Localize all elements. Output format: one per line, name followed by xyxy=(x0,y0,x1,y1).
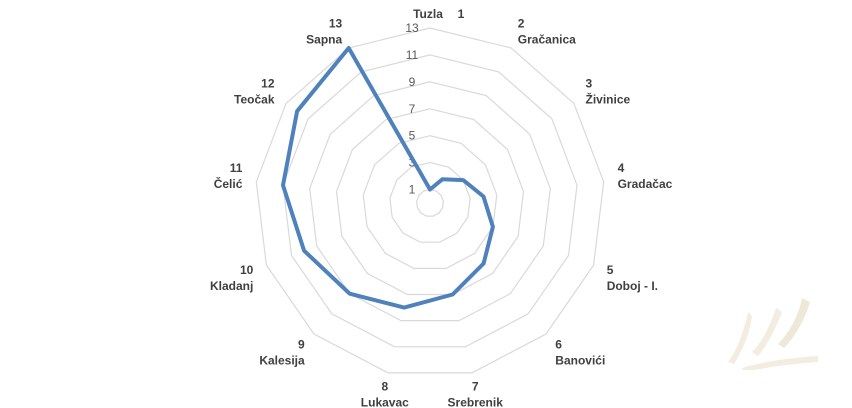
category-name: Teočak xyxy=(234,93,275,107)
category-name: Kalesija xyxy=(259,354,305,368)
category-name: Tuzla xyxy=(413,7,443,21)
category-label: 12 Teočak xyxy=(234,77,275,107)
category-label: 2 Gračanica xyxy=(518,17,576,47)
category-label: 5 Doboj - I. xyxy=(607,263,658,293)
grid-ring-2 xyxy=(389,161,471,243)
grid-ring-5 xyxy=(309,81,551,322)
category-label: Tuzla 1 xyxy=(413,7,465,21)
category-number: 1 xyxy=(458,7,465,21)
tick-label: 9 xyxy=(409,75,416,89)
category-number: 13 xyxy=(329,17,343,31)
tick-label: 3 xyxy=(409,156,416,170)
category-label: 8 Lukavac xyxy=(361,380,409,408)
category-number: 4 xyxy=(618,161,625,175)
category-name: Lukavac xyxy=(361,396,409,408)
tick-label: 13 xyxy=(405,21,419,35)
category-name: Gradačac xyxy=(618,177,673,191)
category-labels: Tuzla 12Gračanica3Živinice4Gradačac5Doboj… xyxy=(210,7,673,408)
tick-label: 7 xyxy=(409,102,416,116)
grid-ring-7 xyxy=(255,27,605,374)
category-label: 6 Banovići xyxy=(555,338,605,368)
category-number: 8 xyxy=(381,380,388,394)
category-label: 4 Gradačac xyxy=(618,161,673,191)
category-name: Sapna xyxy=(306,33,342,47)
category-name: Živinice xyxy=(586,92,631,107)
category-number: 7 xyxy=(472,380,479,394)
grid-ring-3 xyxy=(362,135,498,269)
series-line xyxy=(281,46,495,310)
category-name: Srebrenik xyxy=(448,396,504,408)
category-number: 2 xyxy=(518,17,525,31)
watermark-logo xyxy=(728,298,818,370)
category-number: 3 xyxy=(586,77,593,91)
category-number: 6 xyxy=(555,338,562,352)
category-label: 7 Srebrenik xyxy=(448,380,504,408)
category-number: 5 xyxy=(607,263,614,277)
series xyxy=(281,46,495,310)
category-number: 11 xyxy=(230,161,243,175)
category-number: 9 xyxy=(298,338,305,352)
category-name: Čelić xyxy=(214,176,243,191)
category-label: 9 Kalesija xyxy=(259,338,305,368)
category-number: 10 xyxy=(240,263,254,277)
category-label: 10 Kladanj xyxy=(210,263,254,293)
category-number: 12 xyxy=(261,77,275,91)
tick-label: 5 xyxy=(409,129,416,143)
category-name: Gračanica xyxy=(518,33,576,47)
category-name: Banovići xyxy=(555,354,605,368)
grid-ring-6 xyxy=(282,54,578,348)
category-name: Kladanj xyxy=(210,279,253,293)
tick-label: 11 xyxy=(406,48,419,62)
tick-label: 1 xyxy=(409,183,416,197)
category-name: Doboj - I. xyxy=(607,279,658,293)
grid-ring-1 xyxy=(415,188,445,217)
radar-grid xyxy=(255,27,605,374)
grid-ring-4 xyxy=(335,108,525,296)
category-label: 13 Sapna xyxy=(306,17,342,47)
